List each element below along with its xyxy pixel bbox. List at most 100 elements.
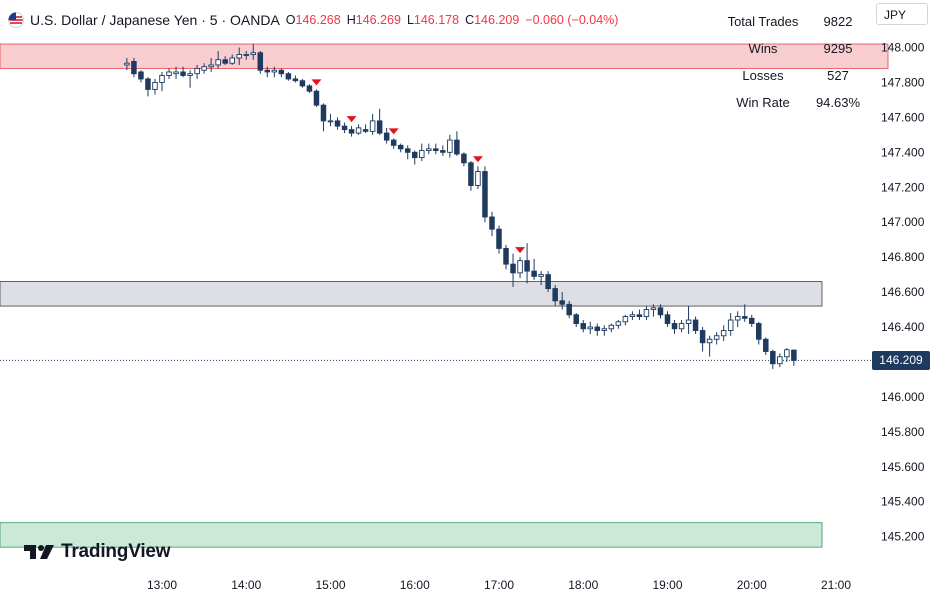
candle-body [173, 71, 179, 75]
candle-body [503, 247, 509, 265]
candle [791, 349, 797, 366]
candle-body [559, 300, 565, 305]
candle-body [327, 120, 334, 123]
candle-body [664, 314, 671, 324]
candle [369, 113, 376, 135]
zones-layer [0, 43, 889, 548]
win-rate-value: 94.63% [815, 95, 861, 110]
candle-body [250, 52, 257, 55]
candle-body [538, 274, 544, 277]
candle-body [159, 75, 165, 83]
candle-body [629, 314, 636, 317]
y-tick-label: 146.800 [881, 250, 925, 264]
sell-signal-marker [472, 156, 483, 163]
candle [475, 166, 481, 190]
candle-body [601, 328, 608, 331]
candle [306, 84, 313, 93]
candle-body [524, 260, 530, 272]
tradingview-logo-icon [24, 545, 54, 559]
candle-body [376, 120, 383, 134]
candle-body [348, 129, 355, 134]
candle [159, 71, 165, 92]
candle-body [573, 314, 579, 324]
x-tick-label: 18:00 [568, 578, 598, 592]
candle-body [187, 73, 193, 76]
sell-signal-marker [388, 128, 399, 135]
candle-body [510, 263, 516, 274]
losses-label: Losses [742, 68, 784, 83]
candle [713, 332, 720, 345]
change-value: −0.060 (−0.04%) [525, 13, 619, 27]
y-tick-label: 148.000 [881, 41, 925, 55]
candle [355, 124, 362, 135]
candle-body [362, 129, 369, 132]
y-tick-label: 146.600 [881, 285, 925, 299]
y-tick-label: 147.400 [881, 145, 925, 159]
strategy-stats-table: Total Trades 9822 Wins 9295 Losses 527 W… [718, 8, 868, 116]
y-tick-label: 145.800 [881, 425, 925, 439]
candle-body [461, 153, 467, 164]
candle-body [777, 356, 783, 365]
candle [194, 64, 200, 79]
x-tick-label: 21:00 [821, 578, 851, 592]
candle-body [180, 71, 186, 76]
candle [426, 143, 432, 155]
candle-body [706, 338, 713, 344]
candle [271, 66, 278, 78]
candle [187, 70, 193, 88]
candle [552, 285, 558, 307]
candle [531, 258, 537, 280]
tradingview-logo[interactable]: TradingView [24, 541, 171, 563]
last-price-label: 146.209 [872, 351, 930, 370]
y-tick-label: 147.800 [881, 75, 925, 89]
high-value: 146.269 [355, 13, 401, 27]
candle-body [306, 85, 313, 92]
stats-row-total-trades: Total Trades 9822 [718, 8, 868, 35]
close-value: 146.209 [474, 13, 520, 27]
candle-body [727, 319, 734, 331]
candle-body [657, 307, 664, 316]
candle-body [215, 59, 221, 66]
candle [327, 113, 334, 127]
candle [720, 325, 727, 341]
candle [348, 126, 355, 137]
candle [749, 314, 755, 328]
y-tick-label: 146.000 [881, 390, 925, 404]
candle [573, 313, 579, 328]
candle-body [587, 326, 594, 330]
stats-row-losses: Losses 527 [718, 62, 868, 89]
candle [784, 347, 790, 362]
candle [215, 50, 221, 69]
candle [152, 78, 158, 95]
candle [243, 50, 249, 60]
currency-button[interactable]: JPY [876, 3, 928, 25]
candle [236, 47, 242, 65]
candle-body [482, 171, 488, 218]
candle-body [412, 151, 418, 159]
x-tick-label: 19:00 [652, 578, 682, 592]
symbol-title[interactable]: U.S. Dollar / Japanese Yen · 5 · OANDA [30, 12, 280, 28]
y-tick-label: 147.600 [881, 110, 925, 124]
candle [699, 327, 706, 352]
y-axis[interactable]: 148.000 147.800 147.600 147.400 147.200 147.0… [881, 41, 925, 544]
candle-body [201, 66, 207, 71]
x-axis[interactable]: 13:00 14:00 15:00 16:00 17:00 18:00 19:00 20:00… [147, 578, 851, 592]
zone-middle [0, 281, 823, 307]
candle [643, 306, 650, 321]
candle [166, 68, 172, 79]
candle-body [496, 228, 502, 249]
candle-body [749, 317, 755, 324]
candle [390, 138, 397, 149]
candle-body [545, 274, 551, 290]
candle-body [756, 323, 762, 340]
y-tick-label: 145.400 [881, 495, 925, 509]
candle-body [615, 321, 622, 326]
candle-body [622, 316, 629, 323]
candle [285, 71, 292, 81]
candle [376, 108, 383, 135]
candle [482, 166, 488, 223]
candle [397, 143, 404, 153]
candle-body [222, 59, 228, 64]
win-rate-label: Win Rate [736, 95, 790, 110]
